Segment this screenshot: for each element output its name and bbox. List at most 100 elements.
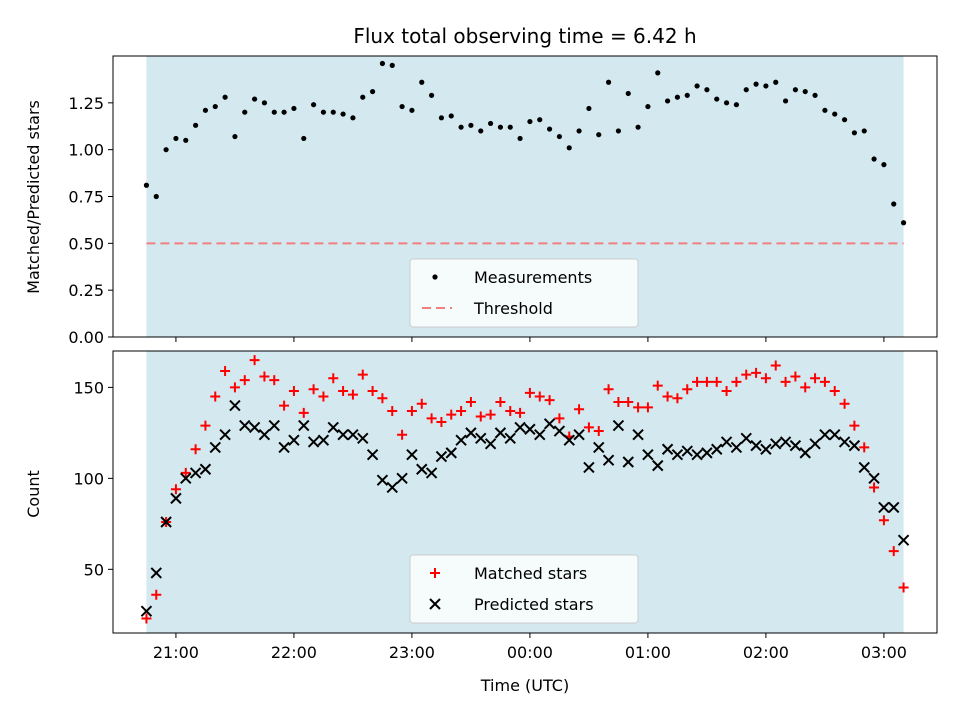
data-point [190,444,201,455]
data-point [583,461,595,474]
data-point [731,376,742,387]
data-point [623,396,634,407]
x-tick-label: 23:00 [389,643,435,662]
data-point [763,83,769,89]
data-point [448,113,454,119]
data-point [613,396,624,407]
data-point [143,182,150,188]
data-point [773,79,779,85]
data-point [878,501,890,514]
data-point [543,418,556,430]
data-point [642,402,653,413]
data-point [259,371,270,382]
data-point [268,419,280,432]
data-point [829,386,840,397]
x-tick-label: 02:00 [743,643,789,662]
data-point [652,380,663,391]
y-tick-label: 0.25 [68,281,104,300]
data-point [151,589,162,600]
legend-swatch [432,274,438,280]
plot-frame [112,55,938,338]
data-point [239,419,251,432]
data-point [337,428,349,441]
data-point [593,426,604,437]
data-point [317,434,330,446]
data-point [583,422,594,433]
data-point [576,128,582,134]
data-point [692,376,703,387]
data-point [279,400,290,411]
x-tick-label: 22:00 [271,643,317,662]
data-point [711,376,722,387]
data-point [261,100,268,106]
data-point [625,90,631,97]
data-point [556,133,563,140]
data-point [851,130,858,136]
data-point [888,501,900,514]
data-point [426,413,437,424]
data-point [192,122,199,128]
x-tick-label: 01:00 [625,643,671,662]
data-point [603,384,614,395]
data-point [723,100,730,106]
data-point [399,103,405,110]
data-point [301,135,307,142]
data-point [612,419,625,432]
data-point [389,62,395,68]
data-point [720,436,733,448]
data-point [839,398,850,409]
data-point [163,147,169,153]
data-point [219,428,231,441]
data-point [622,456,634,468]
data-point [435,450,448,463]
data-point [357,432,369,445]
y-tick-label: 150 [73,378,104,397]
data-point [642,448,654,461]
data-point [514,421,526,434]
data-point [632,428,644,441]
data-point [750,439,762,452]
data-point [822,107,828,113]
y-axis-label-count: Count [24,470,43,518]
data-point [288,386,299,397]
data-point [445,447,457,459]
legend-swatch [429,598,441,610]
data-point [387,406,398,417]
data-point [212,103,218,110]
data-point [189,467,202,479]
data-point [664,98,671,104]
data-point [859,442,870,453]
data-point [350,115,356,121]
data-point [554,413,565,424]
data-point [898,582,909,593]
data-point [465,427,477,439]
data-point [497,124,504,130]
y-tick-label: 0.75 [68,188,104,207]
data-point [347,389,358,400]
data-point [220,366,231,377]
data-point [328,373,339,384]
data-point [347,428,359,441]
data-point [779,436,792,448]
y-tick-label: 50 [84,560,104,579]
data-point [369,88,376,95]
data-point [563,434,575,446]
data-point [861,128,867,134]
data-point [173,135,179,142]
data-point [308,384,319,395]
data-point [881,162,887,168]
data-point [672,393,683,404]
count-plot: 50 100 150 21:00 22:00 23:00 00:00 01:00 02:00 03… [73,350,938,662]
data-point [681,445,693,457]
data-point [505,406,516,417]
data-point [743,87,749,93]
data-point [484,438,497,450]
data-point [475,432,487,445]
data-point [780,376,791,387]
data-point [802,88,808,95]
legend-box [409,258,639,328]
data-point [436,416,447,427]
data-point [425,467,438,479]
data-point [534,428,546,441]
data-point [258,428,271,441]
